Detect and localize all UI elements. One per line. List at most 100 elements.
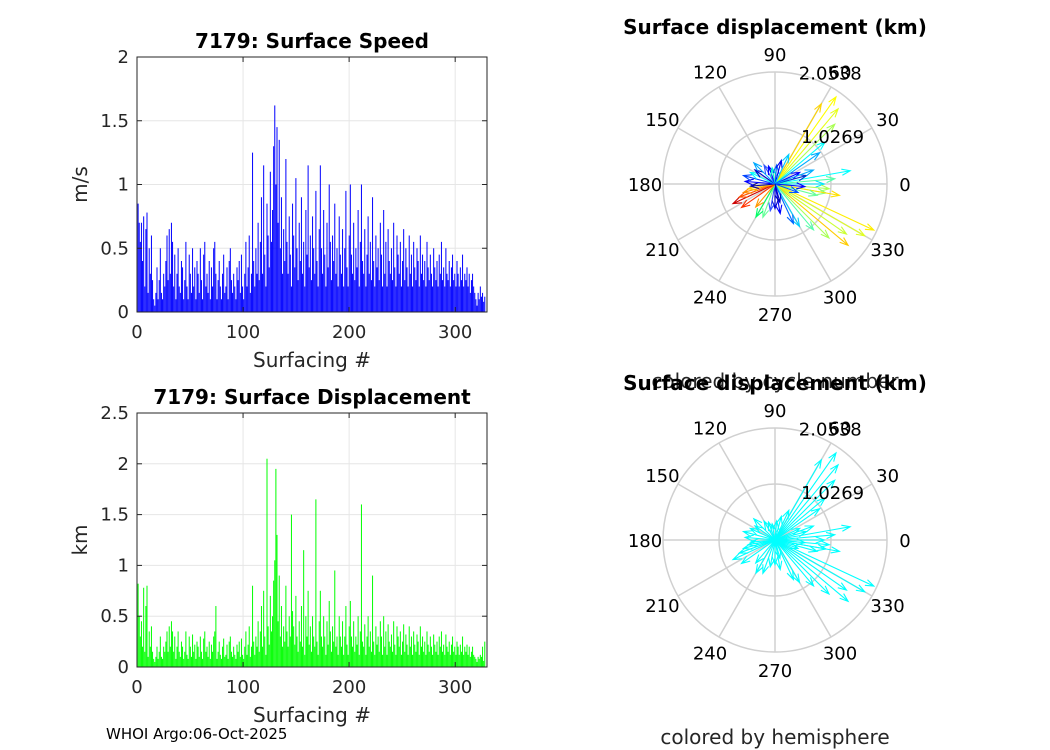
disp-bar xyxy=(452,636,454,667)
disp-bar xyxy=(443,644,445,667)
disp-bar xyxy=(344,636,346,667)
disp-bar xyxy=(288,616,290,667)
disp-ytick-label: 2 xyxy=(118,454,129,475)
speed-bar xyxy=(285,159,287,312)
disp-bar xyxy=(277,621,279,667)
speed-bar xyxy=(469,292,471,312)
polar-hemi-vector xyxy=(774,451,837,541)
speed-bar xyxy=(286,241,288,312)
polar-hemi-vector xyxy=(774,539,850,603)
disp-bar xyxy=(145,606,147,667)
disp-bar xyxy=(414,644,416,667)
speed-ylabel: m/s xyxy=(68,166,92,203)
disp-bar xyxy=(345,606,347,667)
disp-bar xyxy=(363,646,365,667)
polar-cycle-title: Surface displacement (km) xyxy=(623,15,927,39)
disp-bar xyxy=(207,656,209,667)
polar-hemi-vector xyxy=(774,538,807,546)
polar-cycle-theta-label: 30 xyxy=(876,110,899,131)
polar-cycle-spoke xyxy=(774,127,873,185)
disp-bar xyxy=(297,651,299,667)
disp-bar xyxy=(189,646,191,667)
disp-bar xyxy=(396,626,398,667)
disp-bar xyxy=(155,656,157,667)
speed-bar xyxy=(343,286,345,312)
disp-bar xyxy=(175,658,177,667)
speed-bar xyxy=(430,273,432,312)
speed-bar xyxy=(448,261,450,312)
polar-hemi-theta-label: 330 xyxy=(870,596,904,617)
disp-bar xyxy=(144,651,146,667)
disp-bar xyxy=(307,590,309,667)
speed-xlabel: Surfacing # xyxy=(253,348,371,372)
speed-ytick-label: 1 xyxy=(118,175,129,196)
speed-bar xyxy=(216,299,218,312)
disp-bar xyxy=(448,641,450,667)
speed-ytick-label: 0.5 xyxy=(100,238,129,259)
disp-bar xyxy=(217,651,219,667)
speed-bar xyxy=(328,184,330,312)
disp-bar xyxy=(285,585,287,667)
speed-bar xyxy=(370,280,372,312)
disp-bar xyxy=(415,651,417,667)
polar-hemi-spoke xyxy=(774,483,873,541)
polar-hemi-vector xyxy=(774,539,795,581)
disp-bar xyxy=(314,646,316,667)
speed-bar xyxy=(188,254,190,312)
speed-bar xyxy=(205,286,207,312)
speed-bar xyxy=(225,286,227,312)
speed-bar xyxy=(260,197,262,312)
polar-cycle-vector xyxy=(768,183,776,213)
disp-bar xyxy=(483,660,485,667)
disp-bar xyxy=(457,646,459,667)
polar-hemi-vector xyxy=(774,539,801,584)
speed-bar xyxy=(244,273,246,312)
polar-cycle-vector xyxy=(774,158,783,185)
polar-cycle-theta-label: 60 xyxy=(829,62,852,83)
disp-xtick-label: 300 xyxy=(438,677,472,698)
speed-bar xyxy=(440,241,442,312)
polar-hemi-vector xyxy=(774,539,819,553)
polar-cycle-vector xyxy=(741,174,776,185)
speed-bar xyxy=(400,286,402,312)
disp-bar xyxy=(199,636,201,667)
speed-bar xyxy=(159,248,161,312)
polar-cycle-vector xyxy=(774,175,837,185)
polar-hemi-theta-label: 210 xyxy=(645,596,679,617)
speed-bar xyxy=(438,254,440,312)
disp-bar xyxy=(210,644,212,667)
disp-bar xyxy=(459,644,461,667)
disp-bar xyxy=(362,641,364,667)
disp-bar xyxy=(423,651,425,667)
disp-bar xyxy=(355,636,357,667)
disp-bar xyxy=(482,646,484,667)
speed-bar xyxy=(312,216,314,312)
disp-bar xyxy=(409,646,411,667)
speed-bar xyxy=(359,241,361,312)
speed-bar xyxy=(274,105,276,312)
disp-bar xyxy=(328,600,330,667)
disp-bar xyxy=(469,656,471,667)
disp-bar xyxy=(279,636,281,667)
disp-bar xyxy=(267,626,269,667)
speed-bar xyxy=(264,254,266,312)
disp-xtick-label: 100 xyxy=(226,677,260,698)
disp-bar xyxy=(464,646,466,667)
disp-bar xyxy=(166,631,168,667)
speed-bar xyxy=(250,273,252,312)
disp-bar xyxy=(270,631,272,667)
disp-bar xyxy=(407,654,409,667)
polar-cycle-vector xyxy=(774,151,821,185)
disp-bar xyxy=(398,646,400,667)
polar-hemi-vector xyxy=(754,539,776,565)
disp-bar xyxy=(256,646,258,667)
speed-bar xyxy=(276,127,278,312)
polar-cycle-vector xyxy=(755,183,776,219)
disp-bar xyxy=(427,644,429,667)
disp-bar xyxy=(425,654,427,667)
disp-bar xyxy=(147,656,149,667)
disp-bar xyxy=(179,656,181,667)
speed-bar xyxy=(484,296,486,312)
speed-bar xyxy=(156,267,158,312)
disp-bar xyxy=(463,654,465,667)
